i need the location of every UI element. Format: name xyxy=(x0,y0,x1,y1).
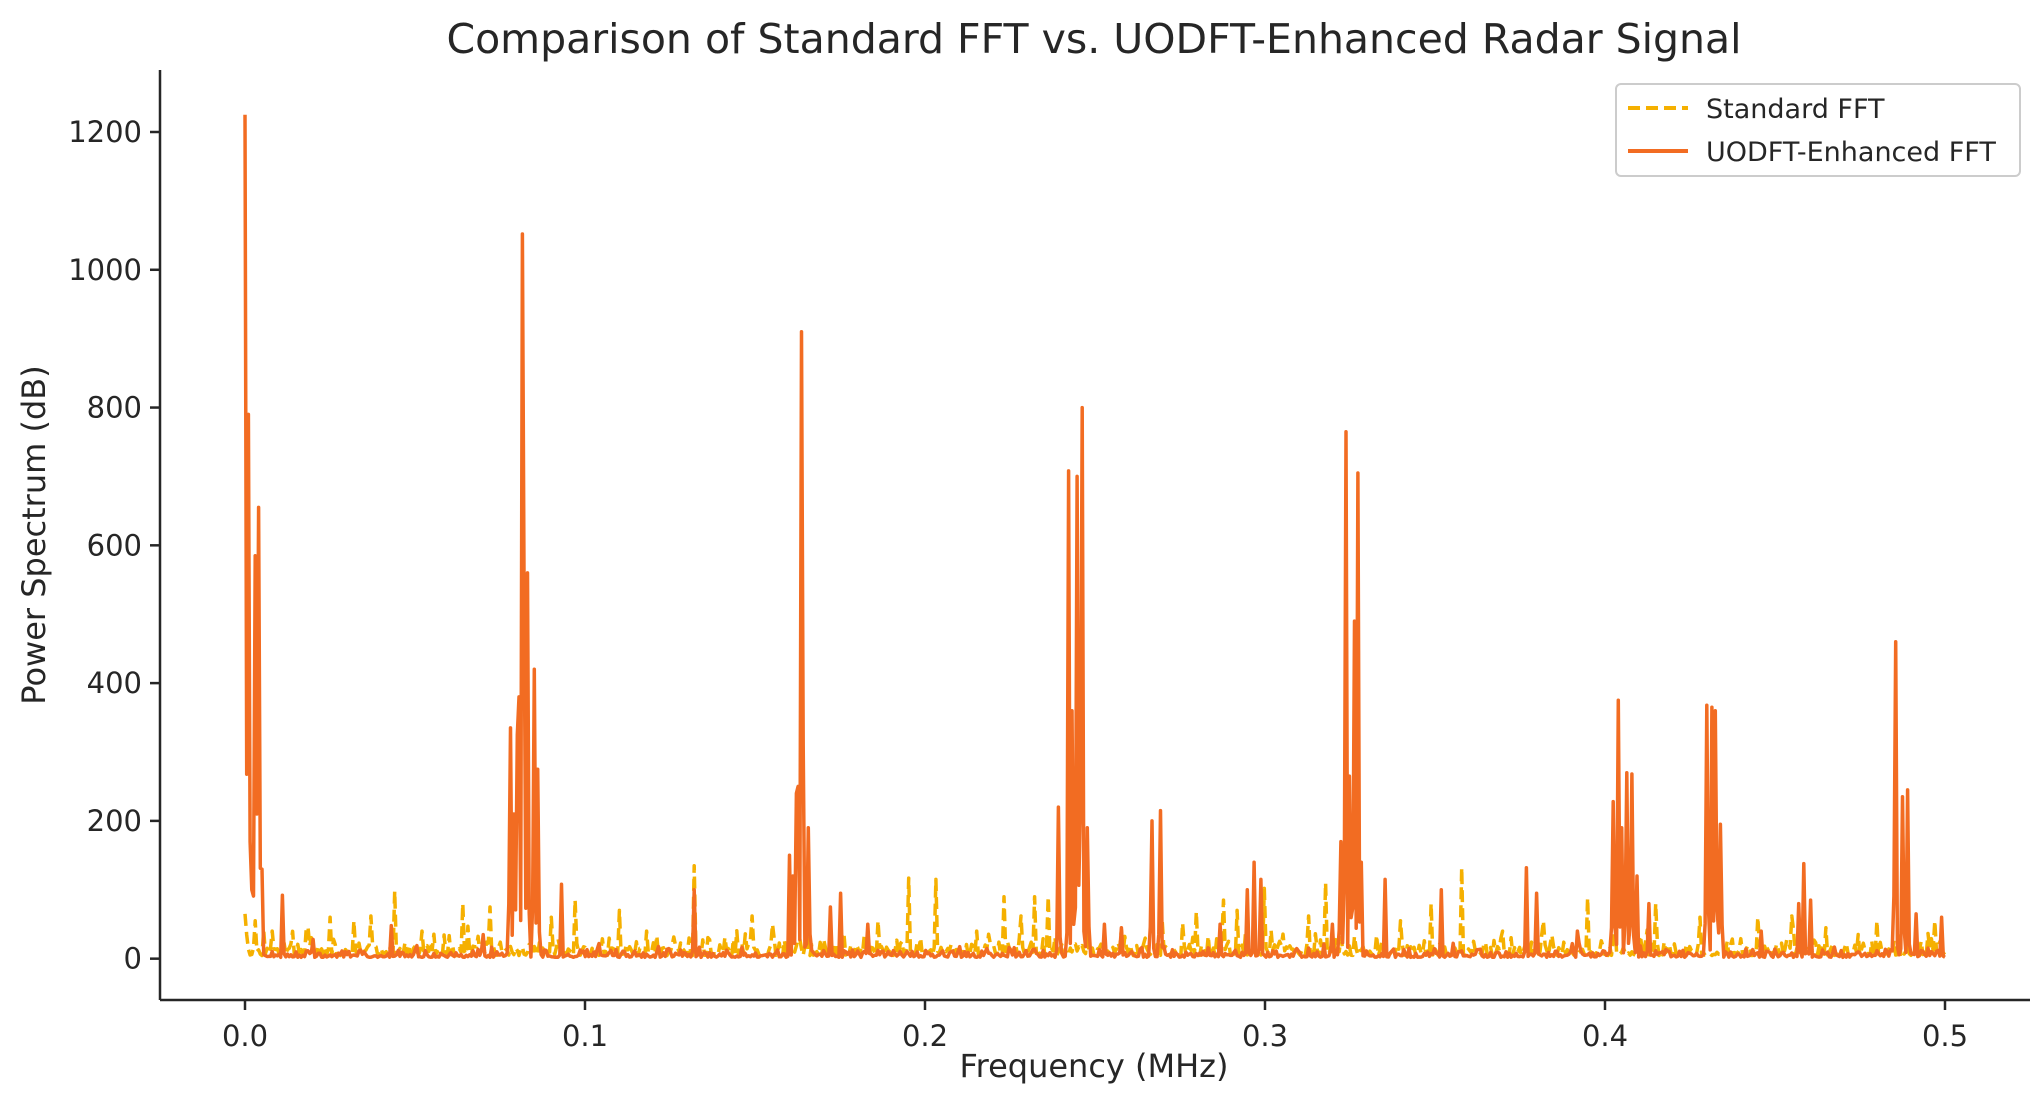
series-uodft-enhanced-fft-line xyxy=(243,114,1946,960)
x-axis-label: Frequency (MHz) xyxy=(960,1047,1229,1085)
y-tick-label: 400 xyxy=(87,666,142,700)
y-tick-label: 800 xyxy=(87,391,142,425)
legend-box xyxy=(1615,83,2021,177)
x-tick-label: 0.0 xyxy=(222,1019,268,1053)
x-axis-ticks: 0.0 0.1 0.2 0.3 0.4 0.5 xyxy=(222,1000,1968,1053)
y-tick-label: 1200 xyxy=(68,115,142,149)
legend-label-standard-fft: Standard FFT xyxy=(1706,94,1885,125)
series-standard-fft-line xyxy=(243,863,1947,958)
y-axis-label: Power Spectrum (dB) xyxy=(15,365,53,704)
y-tick-label: 0 xyxy=(124,942,142,976)
legend: Standard FFT UODFT-Enhanced FFT xyxy=(1615,83,2021,177)
x-tick-label: 0.4 xyxy=(1582,1019,1628,1053)
x-tick-label: 0.2 xyxy=(902,1019,948,1053)
series-layer xyxy=(243,114,1947,960)
x-tick-label: 0.5 xyxy=(1922,1019,1968,1053)
y-tick-label: 600 xyxy=(87,528,142,562)
y-tick-label: 200 xyxy=(87,804,142,838)
x-tick-label: 0.3 xyxy=(1242,1019,1288,1053)
legend-label-uodft-enhanced-fft: UODFT-Enhanced FFT xyxy=(1706,137,1996,168)
x-tick-label: 0.1 xyxy=(562,1019,608,1053)
y-axis-ticks: 0 200 400 600 800 1000 1200 xyxy=(68,115,160,976)
chart-title: Comparison of Standard FFT vs. UODFT-Enh… xyxy=(446,15,1741,63)
y-tick-label: 1000 xyxy=(68,253,142,287)
